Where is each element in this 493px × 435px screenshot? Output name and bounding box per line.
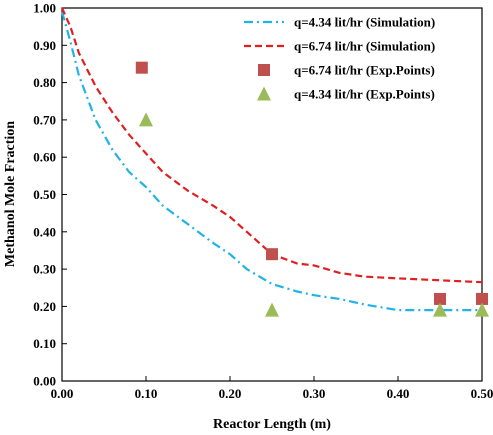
y-tick-label: 0.90 [33, 38, 56, 53]
y-tick-label: 0.70 [33, 112, 56, 127]
y-tick-label: 1.00 [33, 1, 56, 16]
legend-label: q=4.34 lit/hr (Simulation) [294, 15, 435, 30]
legend-swatch-triangle [257, 86, 271, 101]
data-point-square [476, 292, 488, 305]
data-point-square [266, 248, 278, 261]
data-point-triangle [139, 112, 153, 127]
x-tick-label: 0.40 [387, 386, 410, 401]
y-axis-title: Methanol Mole Fraction [3, 121, 18, 267]
x-tick-label: 0.10 [135, 386, 158, 401]
legend-label: q=4.34 lit/hr (Exp.Points) [294, 87, 435, 102]
y-tick-label: 0.20 [33, 299, 56, 314]
legend-label: q=6.74 lit/hr (Simulation) [294, 39, 435, 54]
y-tick-label: 0.30 [33, 262, 56, 277]
data-point-triangle [433, 302, 447, 317]
y-tick-label: 0.80 [33, 75, 56, 90]
y-tick-label: 0.40 [33, 224, 56, 239]
y-tick-label: 0.10 [33, 336, 56, 351]
data-point-triangle [265, 302, 279, 317]
legend-swatch-square [258, 64, 270, 76]
legend-label: q=6.74 lit/hr (Exp.Points) [294, 63, 435, 78]
data-point-square [434, 292, 446, 305]
data-point-square [135, 61, 148, 74]
x-tick-label: 0.00 [51, 386, 74, 401]
series-line [60, 11, 482, 312]
series-line [60, 7, 483, 284]
data-point-triangle [475, 302, 489, 317]
x-tick-label: 0.30 [303, 386, 326, 401]
y-tick-label: 0.00 [33, 374, 56, 389]
x-tick-label: 0.20 [219, 386, 242, 401]
series-layer [60, 7, 489, 317]
legend: q=4.34 lit/hr (Simulation) q=6.74 lit/hr … [244, 15, 435, 102]
x-axis-title: Reactor Length (m) [213, 417, 331, 432]
y-axis-ticks: 0.00 0.10 0.20 0.30 0.40 0.50 0.60 0.70 0.80 0.90… [33, 1, 67, 389]
x-axis-ticks: 0.00 0.10 0.20 0.30 0.40 0.50 [51, 376, 493, 401]
y-tick-label: 0.50 [33, 187, 56, 202]
x-tick-label: 0.50 [471, 386, 493, 401]
y-tick-label: 0.60 [33, 150, 56, 165]
